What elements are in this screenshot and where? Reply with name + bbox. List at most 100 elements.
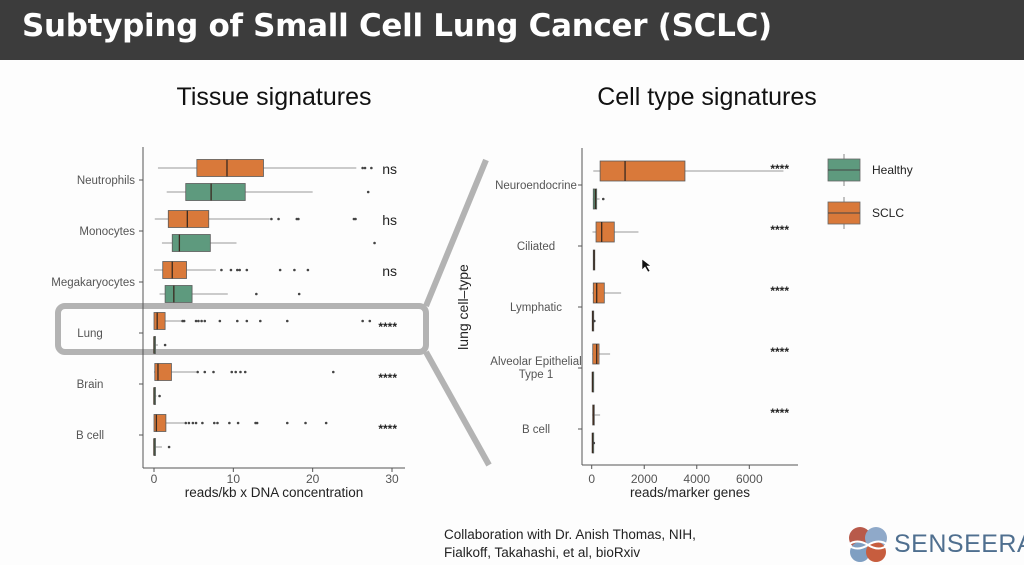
box-iqr: [595, 221, 615, 243]
outlier-point: [370, 166, 373, 170]
outlier-point: [245, 319, 249, 323]
chart-title: Cell type signatures: [597, 83, 817, 111]
box-sclc: [592, 404, 601, 426]
x-axis-label: reads/kb x DNA concentration: [185, 485, 364, 500]
box-healthy: [166, 183, 370, 201]
significance-label: ns: [382, 161, 397, 177]
outlier-point: [228, 421, 231, 425]
significance-label: ****: [378, 422, 397, 436]
outlier-point: [194, 421, 198, 425]
significance-label: ****: [770, 284, 789, 298]
box-iqr: [153, 312, 166, 330]
x-tick-label: 6000: [736, 472, 763, 486]
chart-1: Cell type signatures 0 2000 4000 6000reads/m…: [455, 83, 817, 500]
chart-title: Tissue signatures: [177, 83, 372, 111]
outlier-point: [243, 370, 247, 374]
outlier-point: [194, 319, 198, 323]
outlier-point: [354, 217, 357, 221]
outlier-point: [363, 166, 367, 170]
x-tick-label: 4000: [683, 472, 710, 486]
slide-header: Subtyping of Small Cell Lung Cancer (SCL…: [0, 0, 1024, 60]
connector-line-bottom: [423, 350, 492, 467]
category-label: B cell: [76, 430, 104, 442]
category-label: Alveolar Epithelial Type 1: [490, 356, 581, 381]
box-iqr: [164, 285, 193, 303]
category-label: Ciliated: [517, 241, 555, 253]
x-tick-label: 0: [588, 472, 595, 486]
legend-label: SCLC: [872, 206, 904, 220]
box-sclc: [154, 363, 335, 381]
box-iqr: [185, 183, 246, 201]
box-healthy: [153, 387, 161, 405]
dna-logo-icon: [847, 527, 889, 562]
credit-line-1: Collaboration with Dr. Anish Thomas, NIH…: [444, 527, 696, 542]
outlier-point: [285, 319, 289, 323]
category-label: Neutrophils: [77, 175, 135, 187]
outlier-point: [306, 268, 310, 272]
category-label-line: Type 1: [519, 369, 554, 381]
category-label: B cell: [522, 424, 550, 436]
significance-label: ns: [382, 263, 397, 279]
box-healthy: [153, 438, 171, 456]
outlier-point: [255, 292, 258, 296]
outlier-point: [203, 319, 207, 323]
box-sclc: [154, 210, 357, 228]
box-sclc: [592, 282, 622, 304]
box-healthy: [153, 336, 167, 354]
box-iqr: [592, 282, 605, 304]
legend-item-sclc: SCLC: [827, 197, 904, 229]
outlier-point: [255, 421, 259, 425]
box-healthy: [591, 310, 596, 332]
significance-label: ****: [378, 320, 397, 334]
category-label: Megakaryocytes: [51, 277, 135, 289]
outlier-point: [230, 370, 234, 374]
legend-label: Healthy: [872, 163, 913, 177]
outlier-point: [293, 268, 296, 272]
outlier-point: [236, 268, 239, 272]
significance-label: ****: [770, 345, 789, 359]
category-label-line: Alveolar Epithelial: [490, 356, 581, 368]
significance-label: ****: [770, 162, 789, 176]
category-label: Lung: [77, 328, 103, 340]
outlier-point: [297, 217, 300, 221]
x-tick-label: 10: [227, 472, 241, 486]
y-axis-label: lung cell–type: [455, 264, 471, 350]
box-sclc: [153, 312, 372, 330]
outlier-point: [239, 370, 242, 374]
box-sclc: [592, 343, 611, 365]
box-iqr: [153, 414, 167, 432]
outlier-point: [601, 197, 605, 201]
chart-0: Tissue signatures 0 10 20 30 reads/kb x DNA c…: [51, 83, 405, 500]
outlier-point: [196, 370, 199, 374]
outlier-point: [200, 319, 203, 323]
outlier-point: [236, 319, 239, 323]
outlier-point: [245, 268, 249, 272]
outlier-point: [220, 268, 223, 272]
outlier-point: [201, 421, 204, 425]
outlier-point: [270, 217, 273, 221]
credit-text: Collaboration with Dr. Anish Thomas, NIH…: [444, 526, 696, 562]
significance-label: ****: [378, 371, 397, 385]
outlier-point: [234, 370, 238, 374]
outlier-point: [216, 421, 219, 425]
box-sclc: [153, 414, 328, 432]
category-label: Monocytes: [79, 226, 135, 238]
outlier-point: [167, 445, 171, 449]
box-healthy: [591, 371, 595, 393]
box-iqr: [171, 234, 211, 252]
outlier-point: [366, 190, 370, 194]
box-iqr: [592, 343, 600, 365]
senseera-logo: SENSEERA: [846, 526, 1024, 562]
outlier-point: [184, 421, 188, 425]
box-sclc: [593, 160, 784, 182]
outlier-point: [191, 421, 195, 425]
credit-line-2: Fialkoff, Takahashi, et al, bioRxiv: [444, 545, 641, 560]
x-tick-label: 2000: [631, 472, 658, 486]
x-tick-label: 20: [306, 472, 320, 486]
significance-label: ****: [770, 223, 789, 237]
outlier-point: [182, 319, 186, 323]
outlier-point: [324, 421, 328, 425]
outlier-point: [331, 370, 335, 374]
outlier-point: [238, 268, 241, 272]
outlier-point: [236, 421, 240, 425]
